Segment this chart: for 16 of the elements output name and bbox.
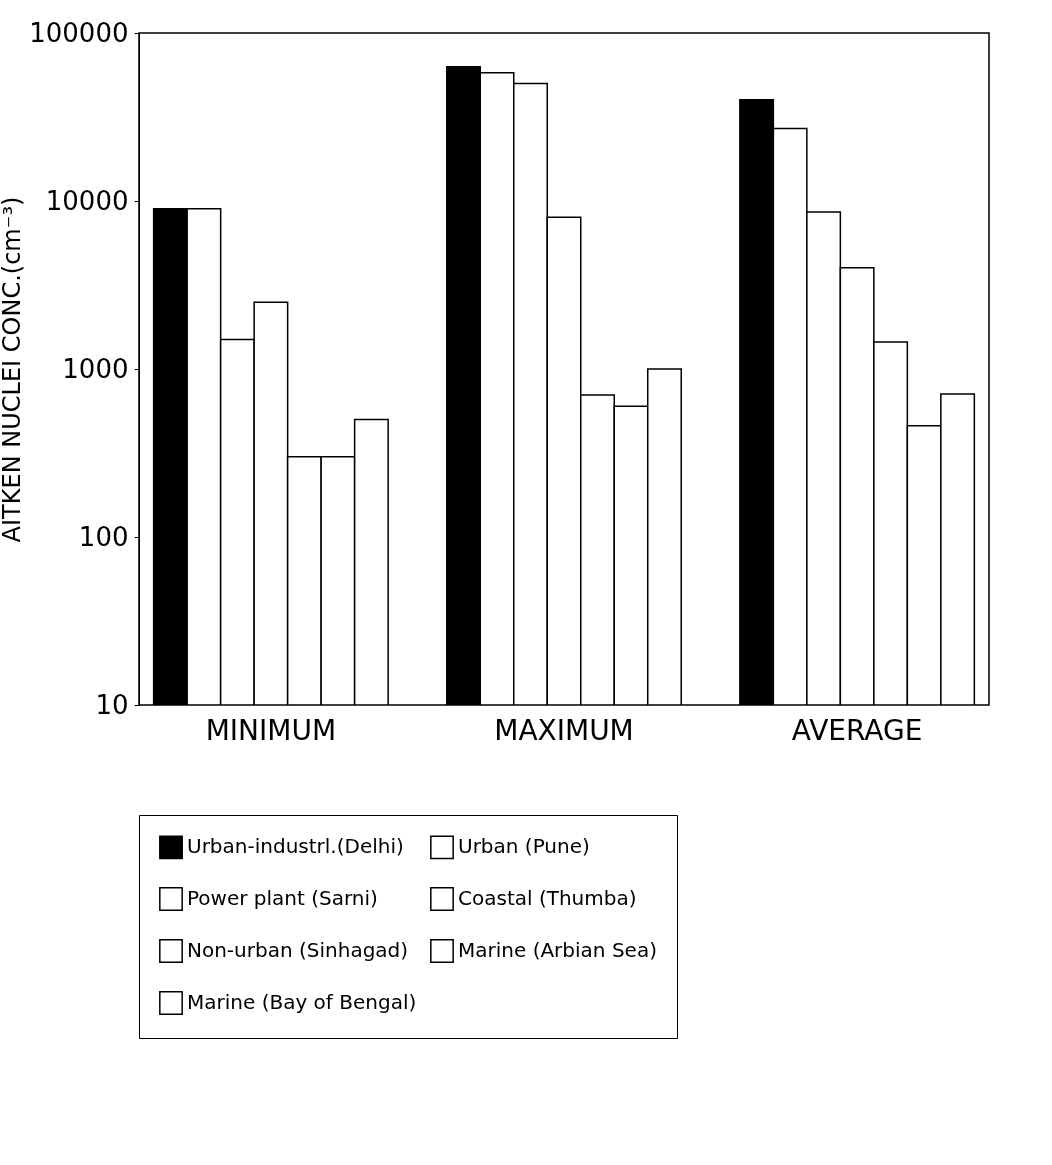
y-tick-label: 100 [78, 521, 129, 552]
y-axis-title: AITKEN NUCLEI CONC.(cm⁻³) [0, 196, 27, 543]
y-tick-label: 100000 [29, 17, 129, 48]
x-tick-label: MAXIMUM [494, 713, 634, 747]
legend-label: Marine (Bay of Bengal) [187, 990, 417, 1014]
y-tick-label: 10 [95, 689, 129, 720]
legend-label: Coastal (Thumba) [458, 886, 637, 910]
legend-label: Non-urban (Sinhagad) [187, 938, 409, 962]
x-tick-label: MINIMUM [205, 713, 337, 747]
legend-label: Power plant (Sarni) [187, 886, 378, 910]
legend-label: Urban-industrl.(Delhi) [187, 834, 404, 859]
legend-label: Urban (Pune) [458, 834, 590, 859]
y-tick-label: 10000 [45, 185, 129, 216]
y-tick-label: 1000 [62, 353, 129, 384]
x-tick-label: AVERAGE [791, 713, 923, 747]
legend-label: Marine (Arbian Sea) [458, 938, 657, 962]
